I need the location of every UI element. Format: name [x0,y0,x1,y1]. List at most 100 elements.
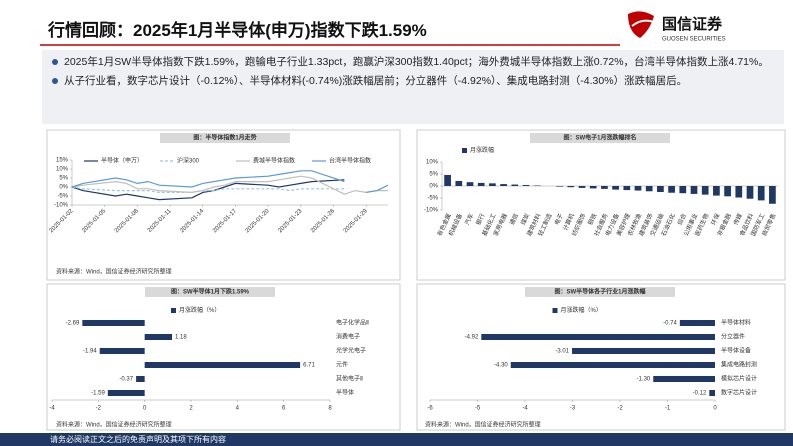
category-label: 模拟芯片设计 [721,375,757,383]
y-tick-label: 0% [429,184,438,190]
legend-label: 月涨跌幅 [470,146,494,154]
data-label: -1.59 [91,391,105,397]
title-banner [530,133,670,143]
bar [144,334,173,340]
x-tick-label: 2025-01-14 [179,208,205,234]
data-label: -4.30 [494,363,508,369]
panel [46,129,401,281]
line-series [71,179,345,201]
x-tick-label: 2025-01-11 [147,208,173,234]
bar [522,185,530,186]
legend-label: 台湾半导体指数 [329,157,371,165]
bar [709,390,715,396]
bar [510,362,715,368]
bar [679,186,687,194]
bar [657,186,664,192]
page-title: 行情回顾：2025年1月半导体(申万)指数下跌1.59% [48,21,427,40]
bar [136,376,145,382]
category-label: 分立器件 [721,333,745,341]
x-tick-label: 通信 [508,212,520,226]
bar [690,186,698,194]
legend-swatch [462,148,467,153]
data-label: -3.01 [555,349,569,355]
x-tick-label: 传媒 [732,212,744,226]
x-tick-label: -2 [617,406,623,412]
data-label: -4.92 [465,335,479,341]
bar [645,186,653,192]
category-label: 电子化学品Ⅱ [336,319,369,327]
panel [46,283,401,431]
source: 资料来源：Wind，国信证券经济研究所整理 [425,421,541,429]
y-tick-label: 0% [59,185,68,191]
y-tick-label: 5% [59,176,68,182]
x-tick-label: 2025-01-17 [212,208,238,234]
title-banner [145,287,275,297]
chart-title: 图：SW电子1月涨跌幅排名 [563,134,636,142]
bar [466,182,474,186]
bar [757,186,765,201]
x-tick-label: 8 [328,406,332,412]
panel [416,283,786,431]
y-tick-label: -10% [424,208,439,214]
x-tick-label: 4 [236,406,240,412]
bar [589,186,597,189]
y-tick-label: 10% [426,160,439,166]
logo-en: GUOSEN SECURITIES [662,37,726,43]
x-tick-label: 汽车 [463,212,475,226]
x-tick-label: 电子 [553,212,565,226]
bar [724,186,731,197]
panel [416,129,786,281]
category-label: 半导体 [336,389,354,397]
category-label: 半导体设备 [721,347,751,355]
bar [701,186,709,195]
x-tick-label: -2 [96,406,102,412]
y-tick-label: 10% [56,167,69,173]
logo: 国信证券 [662,15,723,33]
x-tick-label: 环保 [709,212,721,226]
data-label: -0.12 [693,391,707,397]
line-series [71,186,345,193]
source: 资料来源：Wind，国信证券经济研究所整理 [56,421,172,429]
x-tick-label: 2025-01-20 [245,208,271,234]
bar [735,186,743,198]
chart-title: 图：半导体指数1月走势 [193,134,256,142]
bar [144,362,301,368]
x-tick-label: 钢铁 [586,212,598,226]
bar [601,186,608,189]
bar [82,320,145,326]
x-tick-label: 0 [713,406,717,412]
legend-label: 月涨跌幅（%） [561,306,602,314]
line-series [71,175,388,195]
bar [489,183,496,186]
bar [668,186,675,193]
bar [477,182,485,186]
source: 资料来源：Wind，国信证券经济研究所整理 [56,268,172,276]
bar [556,186,563,187]
x-tick-label: 银行 [474,212,486,226]
data-label: 6.71 [303,363,315,369]
bar [653,376,715,382]
category-label: 消费电子 [336,333,360,341]
bar [511,184,519,186]
bar [713,186,720,196]
title-banner [525,287,675,297]
x-tick-label: -1 [665,406,671,412]
x-tick-label: 2025-01-23 [277,208,303,234]
bar [567,186,575,188]
bar [99,348,145,354]
title-banner [160,133,290,143]
legend-swatch [552,308,558,313]
footer: 请务必阅读正文之后的免责声明及其项下所有内容 [0,433,793,446]
x-tick-label: 2025-01-02 [49,208,75,234]
logo-swoosh [631,19,655,27]
bar [634,186,642,191]
summary: 2025年1月SW半导体指数下跌1.59%，跑输电子行业1.33pct，跑赢沪深… [42,50,784,124]
y-tick-label: 15% [56,158,69,164]
legend-label: 沪深300 [177,157,200,165]
data-label: -1.94 [83,349,97,355]
data-label: -2.69 [66,321,80,327]
bar [500,184,507,186]
y-tick-label: 5% [429,172,438,178]
x-tick-label: -4 [49,406,55,412]
